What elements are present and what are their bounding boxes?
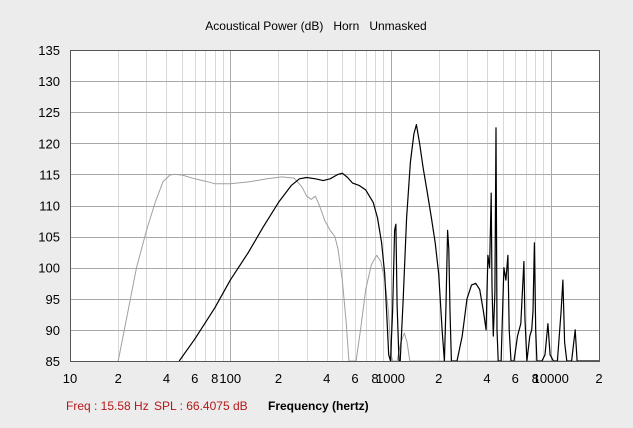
y-axis-ticks: 85 90 95 100 105 110 115 120 125 130 135 xyxy=(38,43,60,369)
x-tick-label: 2 xyxy=(115,371,122,386)
y-tick-label: 85 xyxy=(46,354,60,369)
y-tick-label: 130 xyxy=(38,74,60,89)
x-tick-label: 4 xyxy=(163,371,170,386)
y-tick-label: 90 xyxy=(46,323,60,338)
series-line-gray xyxy=(117,173,599,362)
spl-readout: SPL : 66.4075 dB xyxy=(154,399,248,413)
y-tick-label: 100 xyxy=(38,261,60,276)
x-tick-label: 6 xyxy=(351,371,358,386)
y-tick-label: 120 xyxy=(38,136,60,151)
plot-border xyxy=(70,50,600,362)
x-tick-label: 8 xyxy=(371,371,378,386)
y-tick-label: 110 xyxy=(39,199,60,214)
y-tick-label: 135 xyxy=(38,43,60,58)
freq-readout: Freq : 15.58 Hz xyxy=(66,399,149,413)
x-tick-label: 8 xyxy=(211,371,218,386)
x-tick-label: 1000 xyxy=(376,371,405,386)
x-tick-label: 100 xyxy=(219,371,241,386)
x-tick-label: 2 xyxy=(275,371,282,386)
x-axis-label: Frequency (hertz) xyxy=(268,399,369,413)
x-tick-label: 4 xyxy=(323,371,330,386)
y-tick-label: 105 xyxy=(38,230,60,245)
x-tick-label: 6 xyxy=(512,371,519,386)
x-tick-label: 10 xyxy=(63,371,77,386)
x-tick-label: 2 xyxy=(435,371,442,386)
y-tick-label: 125 xyxy=(38,105,60,120)
x-tick-label: 8 xyxy=(532,371,539,386)
x-tick-label: 10000 xyxy=(533,371,569,386)
plot-area xyxy=(70,50,599,361)
x-tick-label: 4 xyxy=(483,371,490,386)
chart-title: Acoustical Power (dB) Horn Unmasked xyxy=(205,19,426,33)
y-tick-label: 115 xyxy=(39,167,60,182)
x-tick-label: 6 xyxy=(191,371,198,386)
y-tick-label: 95 xyxy=(46,292,60,307)
grid xyxy=(70,50,600,362)
x-tick-label: 2 xyxy=(595,371,602,386)
